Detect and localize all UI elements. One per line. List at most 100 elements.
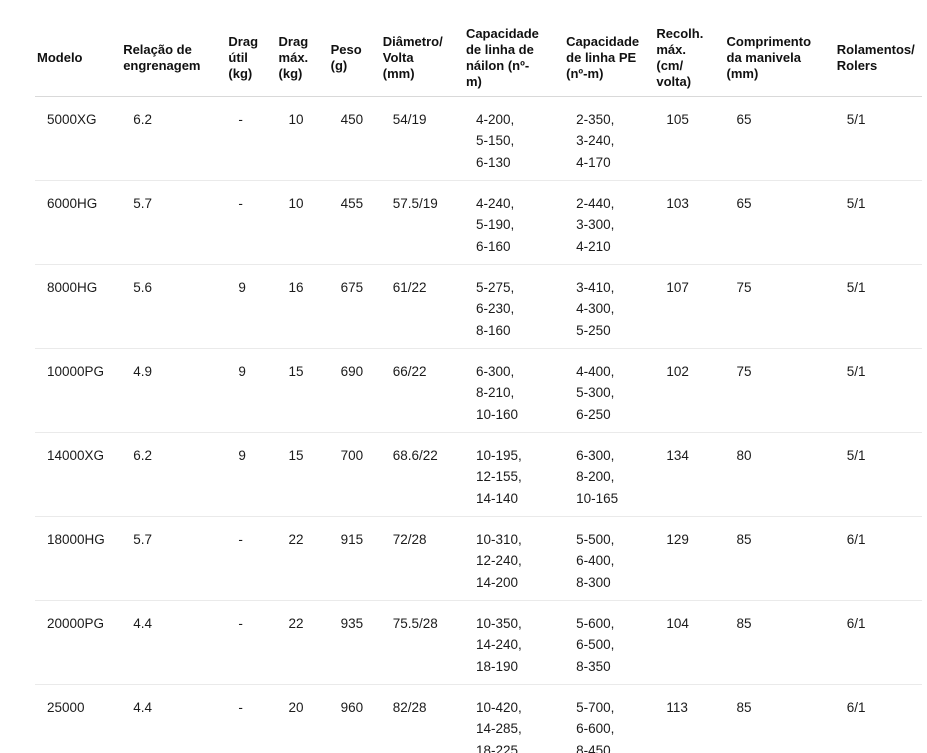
cell-rolamentos: 6/1 bbox=[834, 600, 922, 685]
cell-drag-util: - bbox=[226, 684, 277, 753]
cell-rolamentos: 5/1 bbox=[834, 180, 922, 265]
cell-relacao-engrenagem: 4.9 bbox=[121, 348, 227, 433]
column-header-comprimento-manivela: Comprimento da manivela (mm) bbox=[724, 0, 835, 97]
cell-relacao-engrenagem: 5.6 bbox=[121, 264, 227, 349]
cell-capacidade-nailon: 10-310, 12-240, 14-200 bbox=[463, 516, 565, 601]
cell-peso: 450 bbox=[328, 96, 381, 181]
table-row-14000XG: 14000XG 6.2 9 15 700 68.6/22 10-195, 12-155, 1… bbox=[35, 432, 922, 517]
cell-peso: 960 bbox=[328, 684, 381, 753]
cell-rolamentos: 5/1 bbox=[834, 348, 922, 433]
cell-recolhimento-max: 107 bbox=[654, 264, 725, 349]
cell-rolamentos: 6/1 bbox=[834, 516, 922, 601]
cell-drag-util: 9 bbox=[226, 348, 277, 433]
cell-rolamentos: 6/1 bbox=[834, 684, 922, 753]
cell-diametro-volta: 54/19 bbox=[380, 96, 464, 181]
column-header-drag-max: Drag máx. (kg) bbox=[276, 0, 329, 97]
cell-comprimento-manivela: 85 bbox=[724, 516, 835, 601]
table-row-5000XG: 5000XG 6.2-10 450 54/19 4-200, 5-150, 6-130 2… bbox=[35, 96, 922, 181]
cell-modelo: 5000XG bbox=[35, 96, 122, 181]
cell-diametro-volta: 72/28 bbox=[380, 516, 464, 601]
cell-recolhimento-max: 102 bbox=[654, 348, 725, 433]
cell-recolhimento-max: 105 bbox=[654, 96, 725, 181]
cell-relacao-engrenagem: 4.4 bbox=[121, 600, 227, 685]
cell-modelo: 14000XG bbox=[35, 432, 122, 517]
cell-comprimento-manivela: 85 bbox=[724, 600, 835, 685]
cell-peso: 690 bbox=[328, 348, 381, 433]
cell-drag-max: 16 bbox=[276, 264, 329, 349]
cell-modelo: 18000HG bbox=[35, 516, 122, 601]
cell-peso: 935 bbox=[328, 600, 381, 685]
cell-recolhimento-max: 113 bbox=[654, 684, 725, 753]
cell-modelo: 25000 bbox=[35, 684, 122, 753]
column-header-peso: Peso (g) bbox=[328, 0, 381, 97]
cell-diametro-volta: 57.5/19 bbox=[380, 180, 464, 265]
cell-capacidade-pe: 5-700, 6-600, 8-450 bbox=[564, 684, 655, 753]
reel-spec-table: Modelo Relação de engrenagem Drag útil (kg… bbox=[35, 0, 922, 753]
cell-recolhimento-max: 134 bbox=[654, 432, 725, 517]
cell-relacao-engrenagem: 4.4 bbox=[121, 684, 227, 753]
cell-modelo: 10000PG bbox=[35, 348, 122, 433]
cell-drag-max: 15 bbox=[276, 348, 329, 433]
table-row-10000PG: 10000PG 4.9 9 15 690 66/22 6-300, 8-210, 10-16… bbox=[35, 348, 922, 433]
cell-peso: 700 bbox=[328, 432, 381, 517]
cell-capacidade-nailon: 4-240, 5-190, 6-160 bbox=[463, 180, 565, 265]
cell-capacidade-nailon: 6-300, 8-210, 10-160 bbox=[463, 348, 565, 433]
cell-drag-max: 10 bbox=[276, 96, 329, 181]
cell-diametro-volta: 61/22 bbox=[380, 264, 464, 349]
spec-table-body: 5000XG 6.2-10 450 54/19 4-200, 5-150, 6-130 2… bbox=[35, 96, 922, 753]
cell-relacao-engrenagem: 6.2 bbox=[121, 96, 227, 181]
cell-comprimento-manivela: 65 bbox=[724, 180, 835, 265]
cell-recolhimento-max: 104 bbox=[654, 600, 725, 685]
column-header-rolamentos: Rolamentos/ Rolers bbox=[834, 0, 922, 97]
cell-relacao-engrenagem: 5.7 bbox=[121, 516, 227, 601]
cell-peso: 915 bbox=[328, 516, 381, 601]
cell-peso: 455 bbox=[328, 180, 381, 265]
cell-comprimento-manivela: 80 bbox=[724, 432, 835, 517]
cell-capacidade-nailon: 5-275, 6-230, 8-160 bbox=[463, 264, 565, 349]
spec-table-head: Modelo Relação de engrenagem Drag útil (kg… bbox=[35, 0, 922, 97]
cell-capacidade-nailon: 10-350, 14-240, 18-190 bbox=[463, 600, 565, 685]
table-row-25000: 25000 4.4-20 960 82/28 10-420, 14-285, 18-22… bbox=[35, 684, 922, 753]
cell-comprimento-manivela: 85 bbox=[724, 684, 835, 753]
cell-drag-max: 20 bbox=[276, 684, 329, 753]
cell-drag-util: 9 bbox=[226, 264, 277, 349]
cell-capacidade-pe: 6-300, 8-200, 10-165 bbox=[564, 432, 655, 517]
cell-capacidade-nailon: 4-200, 5-150, 6-130 bbox=[463, 96, 565, 181]
cell-diametro-volta: 68.6/22 bbox=[380, 432, 464, 517]
cell-capacidade-pe: 2-440, 3-300, 4-210 bbox=[564, 180, 655, 265]
cell-drag-max: 22 bbox=[276, 516, 329, 601]
cell-drag-util: - bbox=[226, 600, 277, 685]
cell-comprimento-manivela: 75 bbox=[724, 348, 835, 433]
cell-recolhimento-max: 129 bbox=[654, 516, 725, 601]
column-header-relacao-engrenagem: Relação de engrenagem bbox=[121, 0, 227, 97]
table-row-8000HG: 8000HG 5.6 9 16 675 61/22 5-275, 6-230, 8-160 3… bbox=[35, 264, 922, 349]
cell-drag-util: - bbox=[226, 96, 277, 181]
cell-drag-max: 15 bbox=[276, 432, 329, 517]
cell-diametro-volta: 75.5/28 bbox=[380, 600, 464, 685]
cell-modelo: 20000PG bbox=[35, 600, 122, 685]
cell-modelo: 8000HG bbox=[35, 264, 122, 349]
column-header-diametro-volta: Diâmetro/ Volta (mm) bbox=[380, 0, 464, 97]
cell-capacidade-nailon: 10-420, 14-285, 18-225 bbox=[463, 684, 565, 753]
cell-drag-max: 22 bbox=[276, 600, 329, 685]
cell-rolamentos: 5/1 bbox=[834, 264, 922, 349]
cell-relacao-engrenagem: 5.7 bbox=[121, 180, 227, 265]
cell-rolamentos: 5/1 bbox=[834, 432, 922, 517]
cell-diametro-volta: 82/28 bbox=[380, 684, 464, 753]
cell-drag-util: - bbox=[226, 516, 277, 601]
table-row-18000HG: 18000HG 5.7-22 915 72/28 10-310, 12-240, 14-… bbox=[35, 516, 922, 601]
cell-capacidade-pe: 4-400, 5-300, 6-250 bbox=[564, 348, 655, 433]
cell-modelo: 6000HG bbox=[35, 180, 122, 265]
cell-capacidade-pe: 2-350, 3-240, 4-170 bbox=[564, 96, 655, 181]
cell-capacidade-nailon: 10-195, 12-155, 14-140 bbox=[463, 432, 565, 517]
cell-recolhimento-max: 103 bbox=[654, 180, 725, 265]
cell-rolamentos: 5/1 bbox=[834, 96, 922, 181]
cell-relacao-engrenagem: 6.2 bbox=[121, 432, 227, 517]
cell-drag-util: 9 bbox=[226, 432, 277, 517]
column-header-capacidade-pe: Capacidade de linha PE (nº-m) bbox=[564, 0, 655, 97]
column-header-modelo: Modelo bbox=[35, 0, 122, 97]
column-header-recolhimento-max: Recolh. máx. (cm/ volta) bbox=[654, 0, 725, 97]
cell-comprimento-manivela: 65 bbox=[724, 96, 835, 181]
cell-comprimento-manivela: 75 bbox=[724, 264, 835, 349]
